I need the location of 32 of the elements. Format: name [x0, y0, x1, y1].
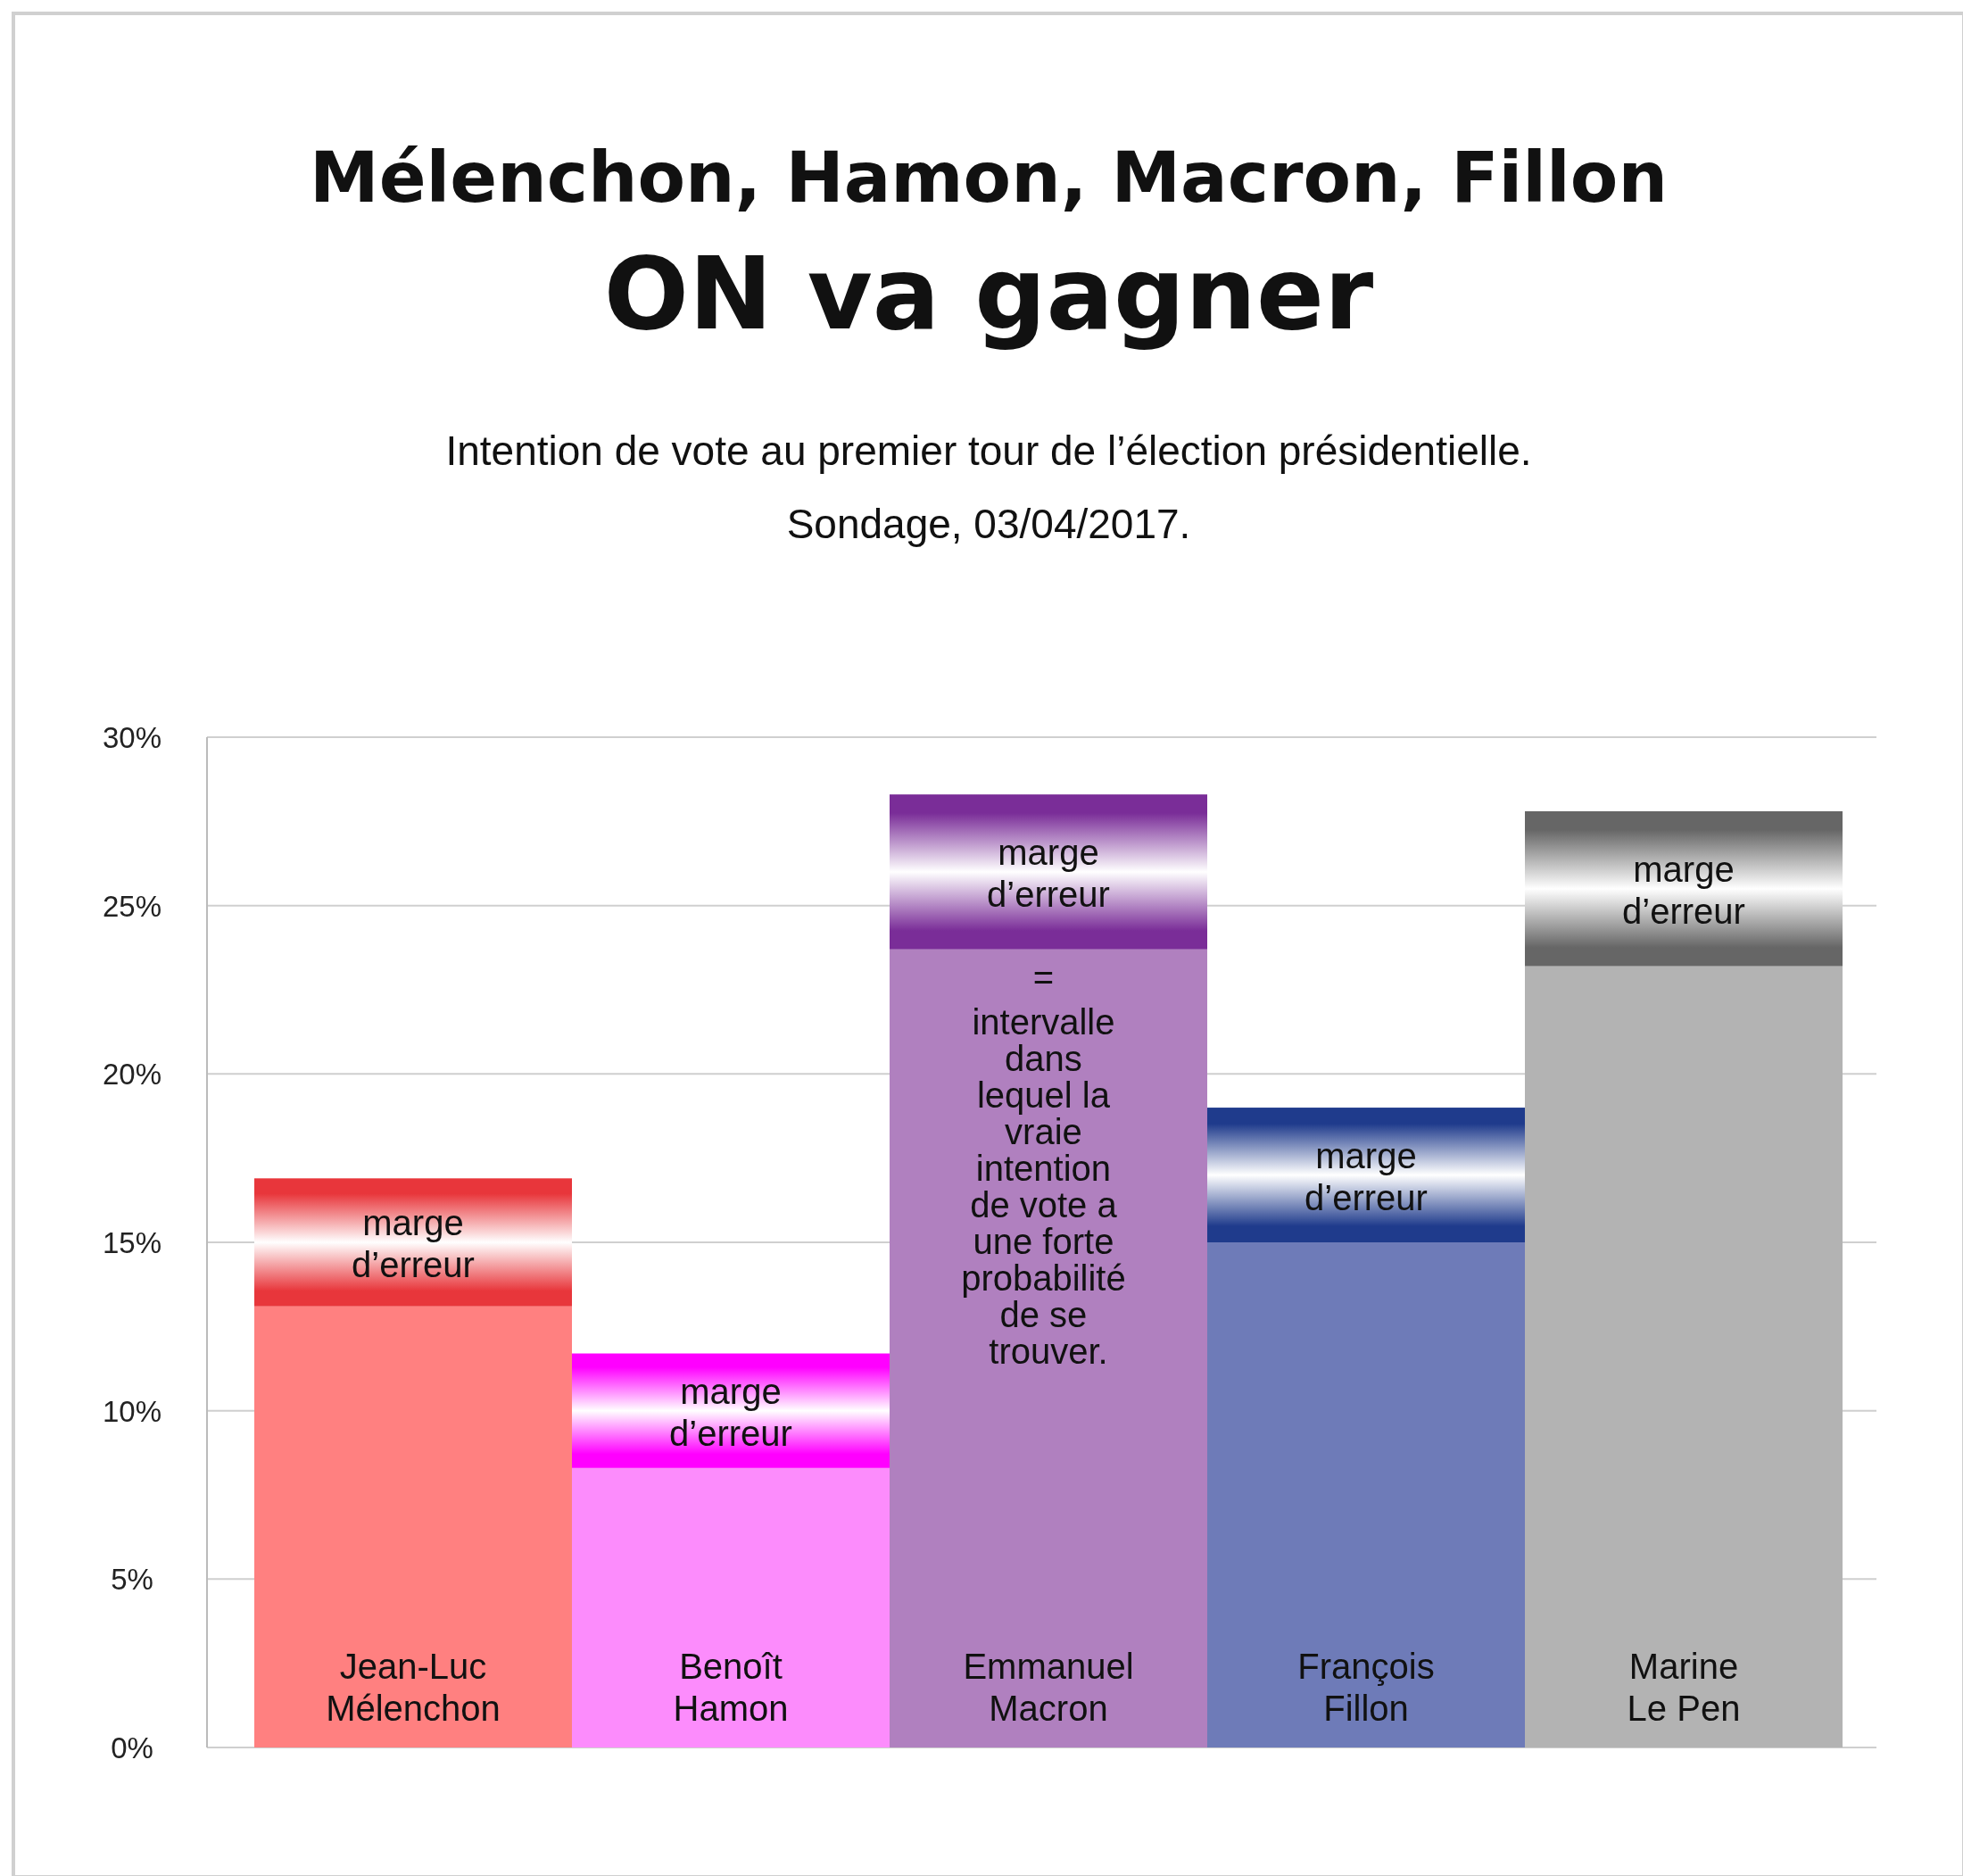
bar [1207, 1242, 1525, 1747]
text: marge d’erreur [1305, 1135, 1428, 1217]
text: marge d’erreur [1622, 849, 1745, 931]
chart-title: Mélenchon, Hamon, Macron, Fillon [310, 137, 1668, 218]
y-tick-label: 5% [111, 1563, 153, 1597]
x-tick-label: François Fillon [1297, 1647, 1435, 1728]
bar [254, 1178, 572, 1307]
x-tick-label: Jean-Luc Mélenchon [326, 1647, 501, 1728]
bar [1207, 1108, 1525, 1242]
text: marge d’erreur [352, 1203, 475, 1284]
y-tick-label: 20% [102, 1058, 162, 1092]
bar [1525, 966, 1843, 1747]
x-tick-label: Emmanuel Macron [963, 1647, 1134, 1728]
y-tick-label: 25% [102, 889, 162, 923]
bar [1525, 811, 1843, 967]
y-tick-label: 15% [102, 1226, 162, 1259]
y-tick-label: 10% [102, 1394, 162, 1428]
bar [572, 1353, 890, 1468]
bar [254, 1306, 572, 1747]
series-label: marge d’erreur [669, 1371, 792, 1453]
text: = intervalle dans lequel la vraie intention de vote a une forte probabilité de se trouver. [961, 958, 1126, 1371]
y-tick-label: 30% [102, 721, 162, 754]
bar [890, 949, 1207, 1747]
text: Intention de vote au premier tour de l’élection présidentielle. [445, 427, 1532, 474]
text: marge d’erreur [987, 832, 1110, 914]
chart-subtitle: ON va gagner [603, 236, 1374, 352]
y-tick-label: 0% [111, 1731, 153, 1764]
x-tick-label: Marine Le Pen [1627, 1647, 1741, 1728]
bar [890, 794, 1207, 950]
bar [572, 1467, 890, 1747]
text: Sondage, 03/04/2017. [786, 501, 1191, 547]
x-tick-label: Benoît Hamon [673, 1647, 789, 1728]
